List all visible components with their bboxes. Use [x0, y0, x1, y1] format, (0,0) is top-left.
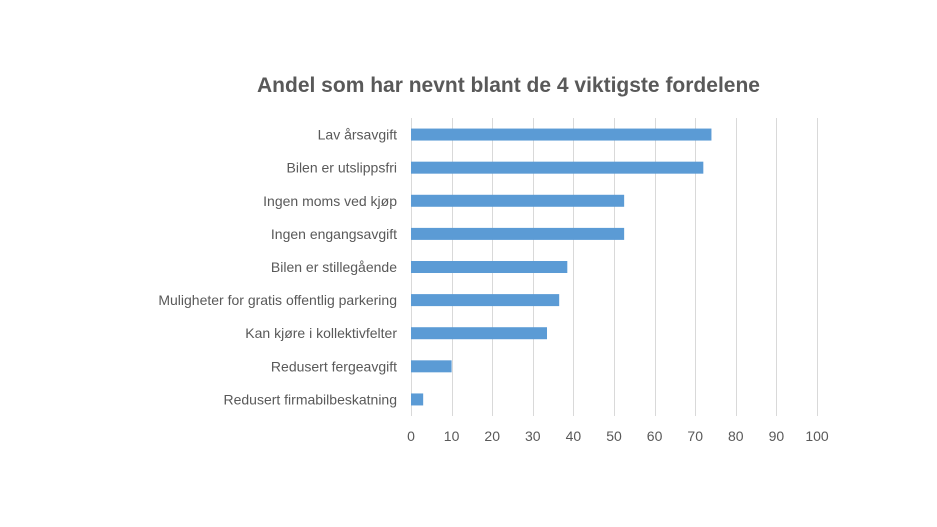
- x-tick-label: 20: [484, 428, 500, 444]
- bars: [411, 128, 712, 406]
- category-label: Redusert fergeavgift: [271, 358, 397, 374]
- bar: [411, 393, 424, 406]
- x-tick-labels: 0 10 20 30 40 50 60 70 80 90 100: [407, 428, 829, 444]
- category-label: Bilen er utslippsfri: [287, 160, 398, 176]
- x-tick-label: 60: [647, 428, 663, 444]
- x-tick-label: 100: [805, 428, 829, 444]
- x-tick-label: 10: [444, 428, 460, 444]
- bar: [411, 327, 548, 340]
- x-tick-label: 90: [769, 428, 785, 444]
- bar: [411, 194, 625, 207]
- bar: [411, 360, 452, 373]
- x-tick-label: 0: [407, 428, 415, 444]
- bar: [411, 261, 568, 273]
- bar: [411, 128, 712, 141]
- category-label: Redusert firmabilbeskatning: [223, 391, 397, 407]
- x-tick-label: 30: [525, 428, 541, 444]
- category-label: Bilen er stillegående: [271, 259, 397, 275]
- x-tick-label: 70: [687, 428, 703, 444]
- category-label: Muligheter for gratis offentlig parkerin…: [158, 292, 397, 308]
- bar: [411, 161, 704, 174]
- bar: [411, 227, 625, 240]
- category-label: Ingen engangsavgift: [271, 226, 397, 242]
- category-label: Ingen moms ved kjøp: [263, 193, 397, 209]
- category-labels: Lav årsavgift Bilen er utslippsfri Ingen m…: [158, 127, 397, 408]
- x-tick-label: 40: [566, 428, 582, 444]
- bar: [411, 294, 560, 307]
- category-label: Kan kjøre i kollektivfelter: [245, 325, 397, 341]
- chart-title: Andel som har nevnt blant de 4 viktigste…: [257, 74, 760, 97]
- x-tick-label: 80: [728, 428, 744, 444]
- category-label: Lav årsavgift: [318, 127, 397, 143]
- x-tick-label: 50: [606, 428, 622, 444]
